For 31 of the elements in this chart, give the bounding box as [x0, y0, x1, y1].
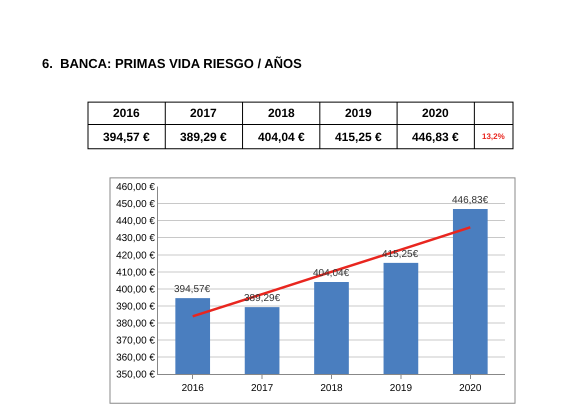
- y-tick-label: 350,00 €: [116, 370, 156, 381]
- y-tick-label: 380,00 €: [116, 318, 156, 330]
- x-tick-label: 2020: [459, 383, 482, 394]
- chart-title: 6. BANCA: PRIMAS VIDA RIESGO / AÑOS: [42, 56, 302, 71]
- text: 415,25 €: [335, 130, 382, 144]
- data-label: 446,83€: [452, 195, 489, 206]
- y-tick-label: 430,00 €: [116, 233, 156, 244]
- y-tick-label: 410,00 €: [116, 267, 156, 278]
- text: 13,2%: [482, 132, 505, 141]
- y-tick-label: 360,00 €: [116, 352, 156, 364]
- x-tick-label: 2018: [320, 383, 344, 394]
- text: 2017: [190, 106, 218, 120]
- text: 2019: [345, 106, 372, 120]
- y-tick-label: 450,00 €: [116, 199, 156, 210]
- y-tick-label: 460,00 €: [116, 182, 156, 194]
- text: 2018: [268, 106, 296, 120]
- y-tick-label: 370,00 €: [116, 335, 156, 346]
- text: 404,04 €: [258, 130, 306, 144]
- x-tick-label: 2019: [390, 383, 412, 394]
- y-tick-label: 400,00 €: [116, 284, 156, 296]
- y-tick-label: 440,00 €: [116, 216, 156, 228]
- x-tick-label: 2017: [250, 383, 274, 394]
- text: 446,83 €: [412, 130, 460, 144]
- y-tick-label: 390,00 €: [116, 301, 156, 312]
- text: 394,57 €: [103, 130, 150, 144]
- text: 2020: [422, 106, 450, 120]
- x-tick-label: 2016: [182, 383, 204, 394]
- y-tick-label: 420,00 €: [116, 250, 156, 262]
- data-label: 394,57€: [174, 284, 211, 295]
- text: 2016: [113, 106, 140, 120]
- text: 389,29 €: [180, 130, 228, 144]
